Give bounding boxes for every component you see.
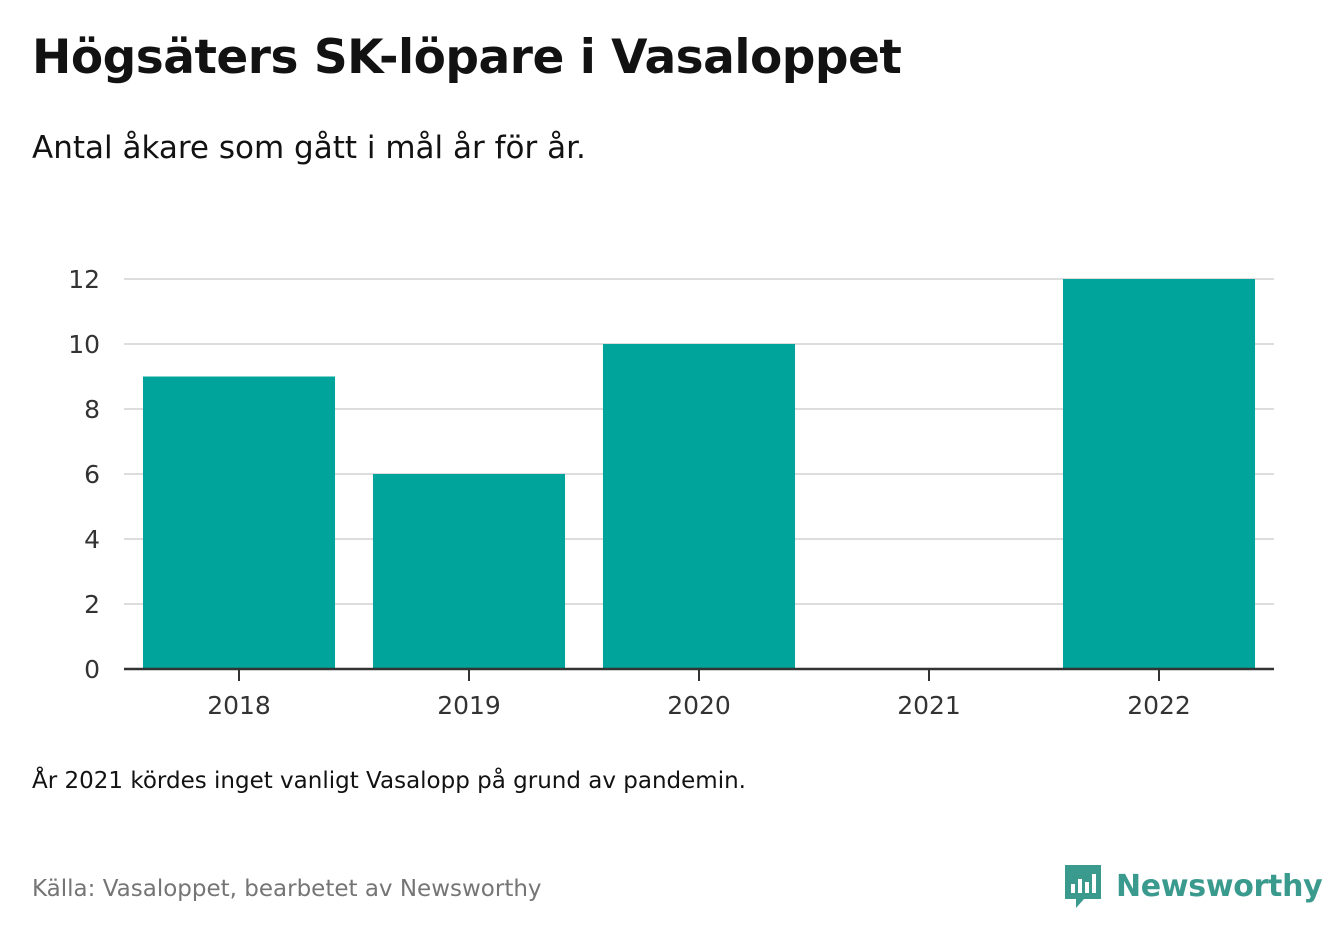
x-tick-label: 2022 <box>1127 691 1191 720</box>
newsworthy-logo-icon <box>1065 865 1101 908</box>
chart-note: År 2021 kördes inget vanligt Vasalopp på… <box>32 768 746 794</box>
bar <box>372 474 566 669</box>
y-tick-label: 12 <box>68 265 100 294</box>
y-tick-label: 0 <box>84 655 100 684</box>
chart-subtitle: Antal åkare som gått i mål år för år. <box>32 130 586 166</box>
source-text: Källa: Vasaloppet, bearbetet av Newswort… <box>32 876 542 902</box>
x-tick-label: 2020 <box>667 691 731 720</box>
x-tick-label: 2021 <box>897 691 961 720</box>
y-tick-label: 6 <box>84 460 100 489</box>
y-tick-label: 8 <box>84 395 100 424</box>
x-tick-label: 2019 <box>437 691 501 720</box>
bar <box>602 344 796 669</box>
y-tick-label: 2 <box>84 590 100 619</box>
x-tick-label: 2018 <box>207 691 271 720</box>
y-tick-label: 4 <box>84 525 100 554</box>
bar <box>1062 279 1256 669</box>
bars <box>142 279 1256 669</box>
chart-title: Högsäters SK-löpare i Vasaloppet <box>32 30 902 85</box>
axes <box>124 667 1274 681</box>
y-tick-label: 10 <box>68 330 100 359</box>
tick-labels: 0 2 4 6 8 10 12 2018 2019 2020 2021 2022 <box>68 265 1191 720</box>
brand-logo: Newsworthy <box>1062 862 1323 910</box>
brand-name: Newsworthy <box>1116 868 1323 904</box>
bar <box>142 376 336 669</box>
